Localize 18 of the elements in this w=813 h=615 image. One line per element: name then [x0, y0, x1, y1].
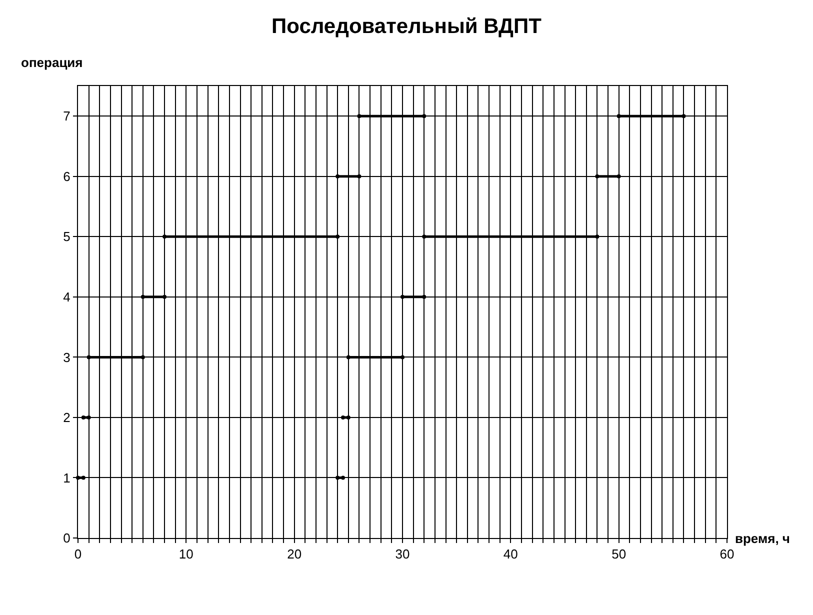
x-tick-label: 20 [287, 546, 302, 562]
x-axis-title: время, ч [735, 531, 790, 546]
y-axis-title: операция [21, 55, 83, 70]
y-tick-label: 0 [63, 530, 70, 546]
y-tick-label: 2 [63, 410, 70, 426]
y-tick-label: 6 [63, 168, 70, 184]
y-tick-label: 7 [63, 108, 70, 124]
x-tick-label: 30 [395, 546, 410, 562]
chart-title: Последовательный ВДПТ [272, 15, 542, 38]
x-tick-label: 10 [178, 546, 194, 562]
y-tick-label: 5 [63, 229, 70, 244]
x-tick-label: 0 [74, 546, 82, 562]
x-tick-label: 50 [612, 546, 626, 562]
y-tick-label: 4 [63, 289, 70, 304]
y-tick-label: 1 [63, 470, 70, 486]
x-tick-label: 40 [503, 546, 518, 562]
y-tick-label: 3 [63, 350, 70, 365]
x-tick-label: 60 [720, 546, 734, 562]
